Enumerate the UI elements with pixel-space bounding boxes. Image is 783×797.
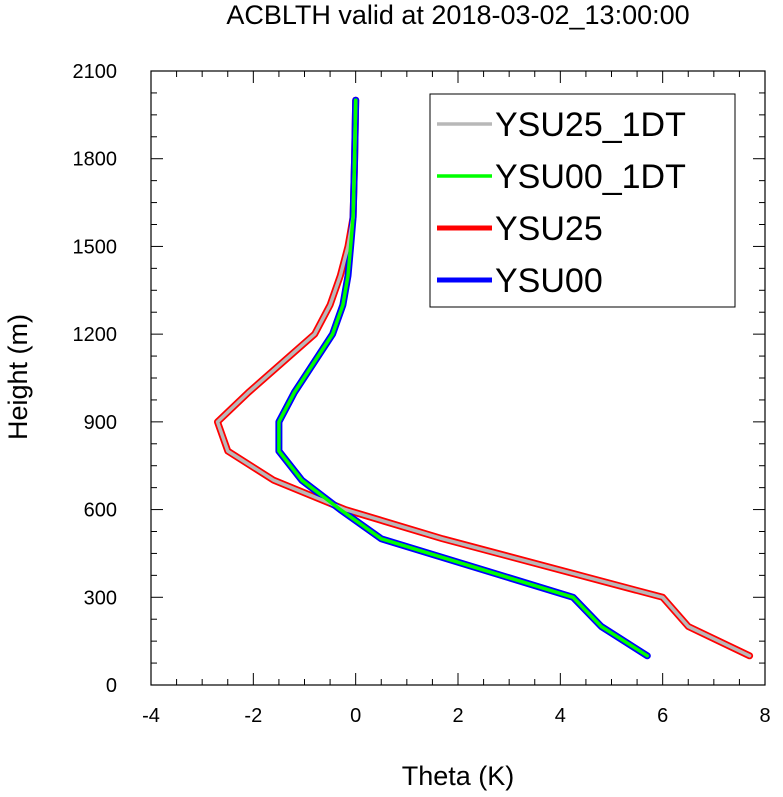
y-tick-label: 1800 xyxy=(73,149,118,171)
y-tick-label: 900 xyxy=(84,412,117,434)
x-tick-label: 0 xyxy=(350,705,361,727)
series-layer xyxy=(214,96,754,660)
series-line-ysu00-1dt xyxy=(277,98,650,658)
legend-label-ysu25-1dt: YSU25_1DT xyxy=(495,106,686,144)
y-tick-label: 1200 xyxy=(73,324,118,346)
legend-label-ysu25: YSU25 xyxy=(495,210,603,248)
x-tick-label: 8 xyxy=(759,705,770,727)
y-tick-label: 1500 xyxy=(73,236,118,258)
legend-label-ysu00: YSU00 xyxy=(495,262,603,300)
x-tick-label: -2 xyxy=(244,705,262,727)
y-axis-title: Height (m) xyxy=(3,314,33,440)
x-tick-label: 4 xyxy=(555,705,566,727)
legend: YSU25_1DT YSU00_1DT YSU25 YSU00 xyxy=(429,93,736,308)
x-tick-label: -4 xyxy=(142,705,160,727)
ticks-layer: -4 -2 0 2 4 6 8 0 300 600 900 1200 1500 1800 2100 xyxy=(73,61,771,727)
y-tick-label: 600 xyxy=(84,500,117,522)
legend-label-ysu00-1dt: YSU00_1DT xyxy=(495,158,686,196)
legend-box xyxy=(429,93,736,308)
x-axis-title: Theta (K) xyxy=(402,761,515,791)
x-tick-label: 6 xyxy=(657,705,668,727)
chart-title: ACBLTH valid at 2018-03-02_13:00:00 xyxy=(226,0,689,30)
x-tick-label: 2 xyxy=(452,705,463,727)
y-tick-label: 300 xyxy=(84,587,117,609)
y-tick-label: 2100 xyxy=(73,61,118,83)
y-tick-label: 0 xyxy=(106,675,117,697)
